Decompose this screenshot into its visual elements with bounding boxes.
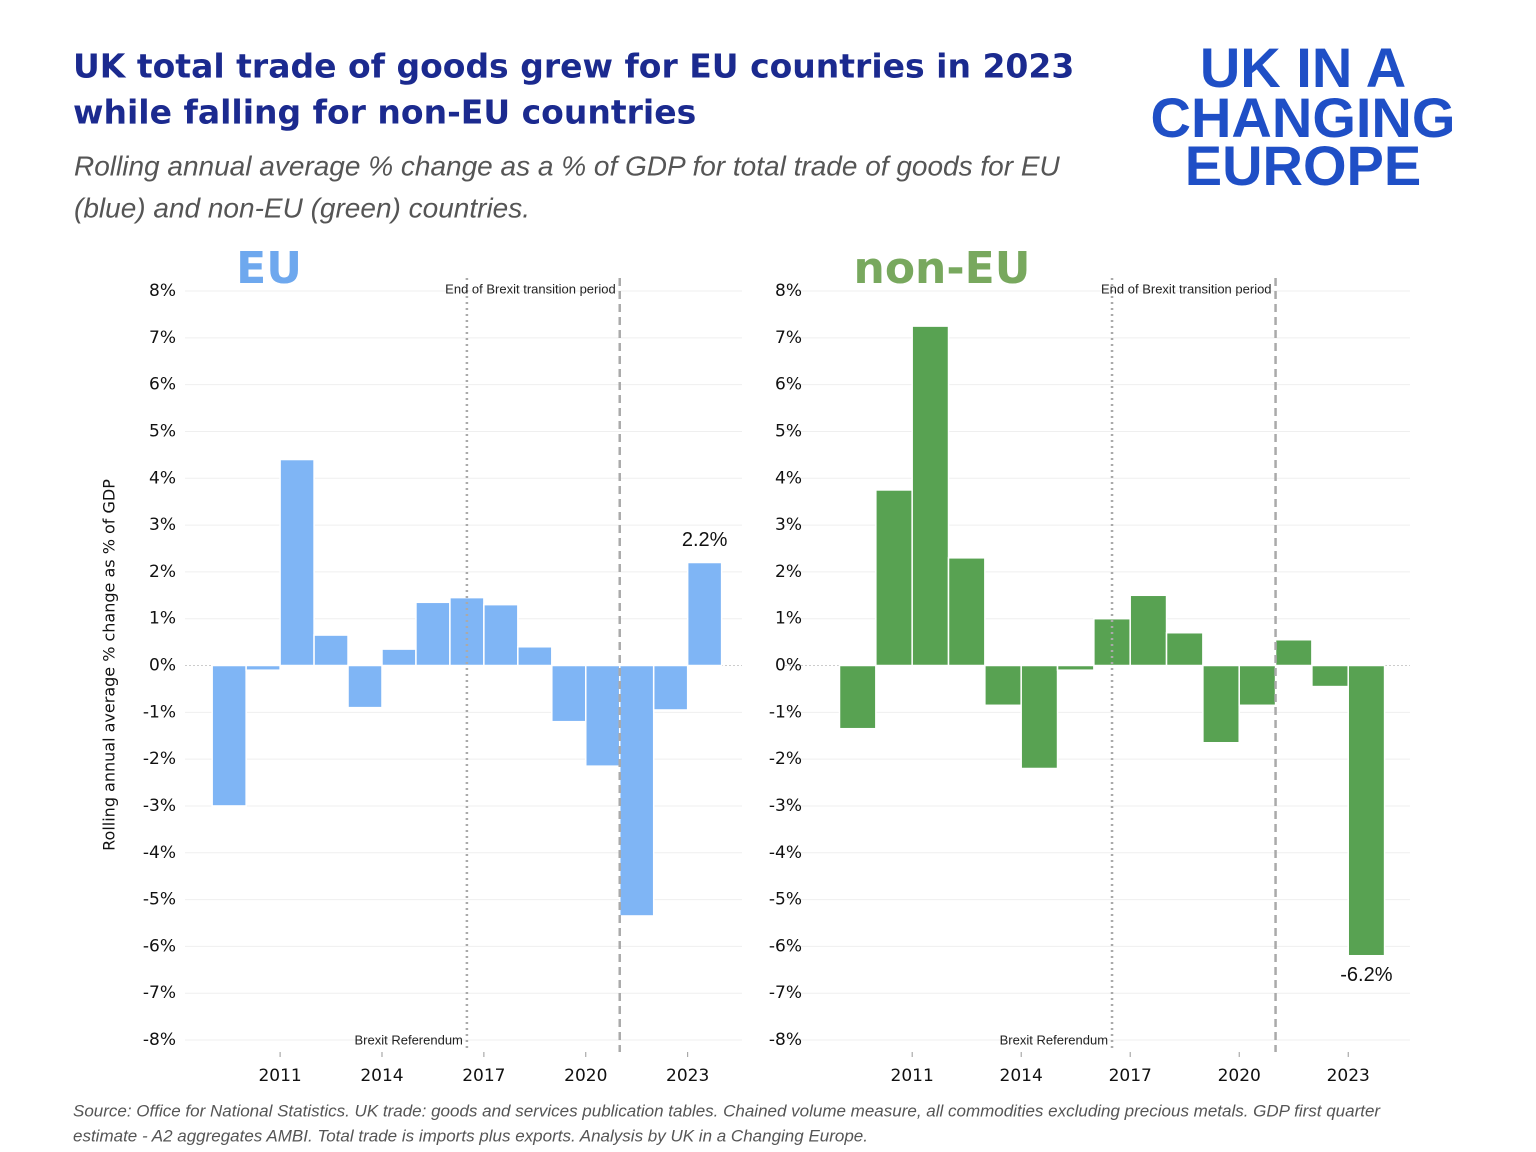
title: UK total trade of goods grew for EU coun… [73,47,1074,86]
y-tick-label: 4% [775,468,802,488]
y-tick-label: 8% [149,281,176,301]
x-tick-label: 2023 [666,1066,709,1086]
y-tick-label: 0% [149,656,176,676]
bar [947,557,986,667]
y-tick-label: 3% [149,515,176,535]
bar [517,646,553,667]
bar [211,664,247,807]
y-axis-label: Rolling annual average % change as % of … [100,479,119,851]
y-tick-label: 1% [775,609,802,629]
logo: CHANGING [1151,86,1456,149]
y-tick-label: 8% [775,281,802,301]
bar [875,489,913,667]
y-tick-label: 2% [149,562,176,582]
y-tick-label: -7% [769,983,802,1003]
bar [1056,664,1095,671]
source: Source: Office for National Statistics. … [73,1101,1381,1120]
bar [686,561,723,667]
value-label: -6.2% [1340,964,1392,986]
y-tick-label: -4% [769,843,802,863]
y-tick-label: 2% [775,562,802,582]
bar [1238,664,1277,707]
bar [1347,664,1386,957]
y-tick-label: 5% [775,421,802,441]
logo: EUROPE [1185,134,1422,197]
x-tick-label: 2017 [1109,1066,1152,1086]
bar [1202,664,1240,744]
x-tick-label: 2011 [891,1066,934,1086]
bar [449,596,485,667]
x-tick-label: 2023 [1327,1066,1370,1086]
y-tick-label: -6% [769,936,802,956]
bar [245,664,281,671]
bar [1311,664,1349,688]
panel-title: non-EU [854,243,1031,294]
y-tick-label: -7% [143,983,176,1003]
bar [313,634,349,667]
bar [911,325,950,667]
y-tick-label: -6% [143,936,176,956]
source: estimate - A2 aggregates AMBI. Total tra… [73,1126,868,1145]
x-tick-label: 2020 [564,1066,607,1086]
bar [1165,631,1204,667]
y-tick-label: -8% [143,1030,176,1050]
y-tick-label: -1% [769,702,802,722]
bar [984,664,1022,707]
bar [347,664,383,709]
reference-label: Brexit Referendum [355,1032,463,1047]
x-tick-label: 2014 [360,1066,403,1086]
title: while falling for non-EU countries [73,93,696,132]
bar [618,664,655,917]
y-tick-label: 7% [149,328,176,348]
bar [279,458,315,667]
y-tick-label: -2% [143,749,176,769]
y-tick-label: 1% [149,609,176,629]
x-tick-label: 2011 [258,1066,301,1086]
subtitle: (blue) and non-EU (green) countries. [74,192,530,223]
bar [415,601,451,667]
x-tick-label: 2014 [1000,1066,1043,1086]
value-label: 2.2% [682,529,728,551]
reference-label: Brexit Referendum [1000,1032,1108,1047]
bar [652,664,689,711]
y-tick-label: -3% [143,796,176,816]
y-tick-label: -2% [769,749,802,769]
x-tick-label: 2020 [1218,1066,1261,1086]
y-tick-label: 6% [149,375,176,395]
bar [1020,664,1059,770]
bar [483,603,519,667]
bar [1093,617,1131,667]
x-tick-label: 2017 [462,1066,505,1086]
y-tick-label: 5% [149,421,176,441]
reference-label: End of Brexit transition period [1101,281,1272,296]
y-tick-label: -4% [143,843,176,863]
bar [551,664,587,723]
y-tick-label: -3% [769,796,802,816]
reference-label: End of Brexit transition period [445,281,616,296]
y-tick-label: 3% [775,515,802,535]
y-tick-label: -8% [769,1030,802,1050]
y-tick-label: 4% [149,468,176,488]
bar [1274,639,1313,667]
y-tick-label: 6% [775,375,802,395]
y-tick-label: 0% [775,656,802,676]
bar [585,664,621,767]
panel-title: EU [236,243,302,294]
y-tick-label: -5% [143,890,176,910]
bar [1129,594,1168,667]
bar [838,664,877,730]
logo: UK IN A [1200,36,1406,99]
bar [381,648,417,667]
y-tick-label: -1% [143,702,176,722]
y-tick-label: -5% [769,890,802,910]
subtitle: Rolling annual average % change as a % o… [74,150,1061,181]
y-tick-label: 7% [775,328,802,348]
